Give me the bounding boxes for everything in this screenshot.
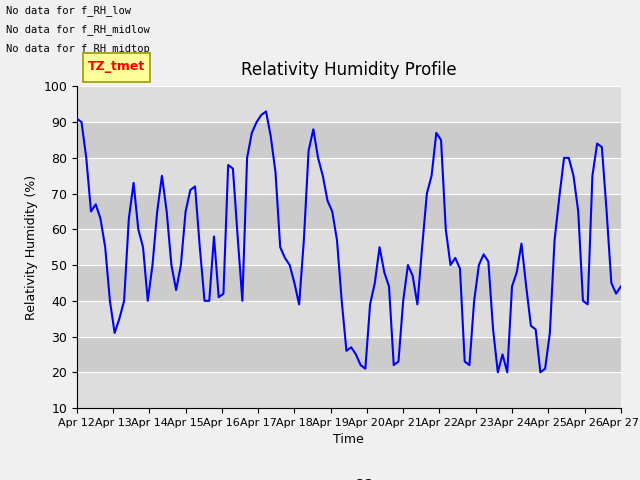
Y-axis label: Relativity Humidity (%): Relativity Humidity (%) bbox=[25, 175, 38, 320]
Text: No data for f_RH_low: No data for f_RH_low bbox=[6, 5, 131, 16]
Bar bbox=[77, 86, 621, 122]
Bar bbox=[77, 336, 621, 372]
Text: No data for f_RH_midlow: No data for f_RH_midlow bbox=[6, 24, 150, 35]
Title: Relativity Humidity Profile: Relativity Humidity Profile bbox=[241, 61, 456, 79]
Bar bbox=[77, 122, 621, 158]
Bar bbox=[77, 193, 621, 229]
Bar bbox=[77, 372, 621, 408]
Bar bbox=[77, 158, 621, 193]
Text: TZ_tmet: TZ_tmet bbox=[88, 60, 145, 73]
Legend: 22m: 22m bbox=[305, 472, 393, 480]
X-axis label: Time: Time bbox=[333, 433, 364, 446]
Bar bbox=[77, 301, 621, 336]
Bar bbox=[77, 229, 621, 265]
Text: No data for f_RH_midtop: No data for f_RH_midtop bbox=[6, 43, 150, 54]
Bar bbox=[77, 265, 621, 301]
